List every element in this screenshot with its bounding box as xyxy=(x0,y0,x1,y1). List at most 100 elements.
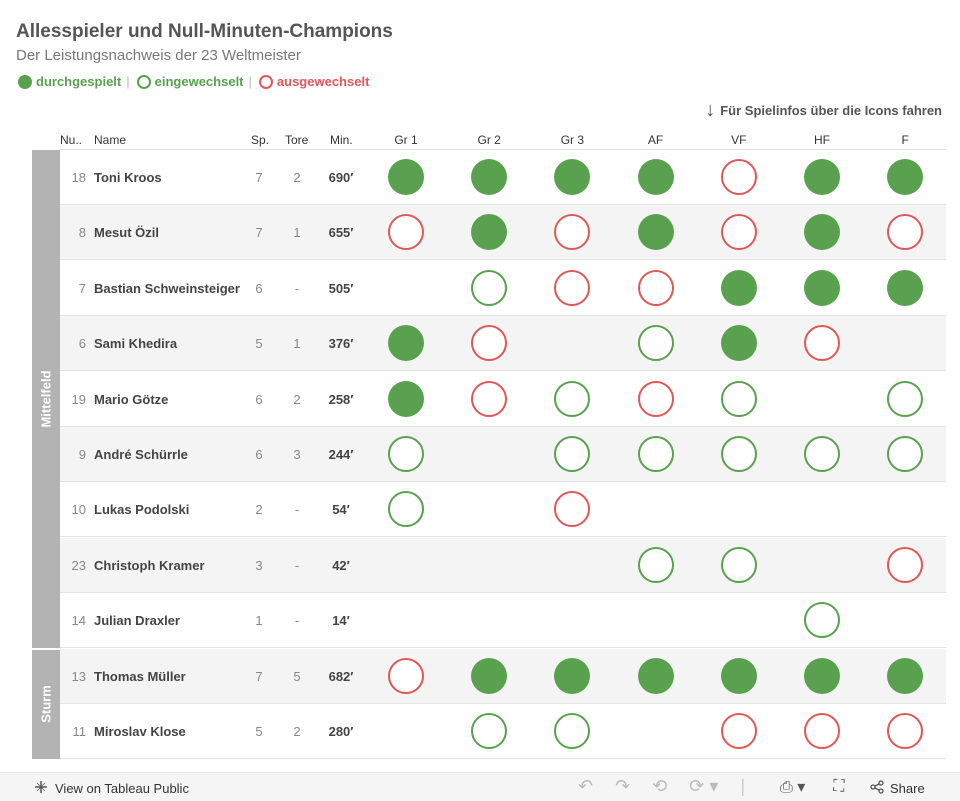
view-on-tableau-link[interactable]: View on Tableau Public xyxy=(34,780,189,797)
share-button[interactable]: Share xyxy=(870,780,925,797)
match-status-sub-in-icon[interactable] xyxy=(554,436,591,472)
player-goals: - xyxy=(294,502,300,518)
player-games: 7 xyxy=(255,225,263,241)
redo-icon[interactable]: ↷ xyxy=(615,776,631,796)
match-status-full-icon[interactable] xyxy=(554,159,591,195)
match-status-full-icon[interactable] xyxy=(720,269,757,306)
match-status-sub-out-icon[interactable] xyxy=(388,657,424,694)
match-status-sub-out-icon[interactable] xyxy=(388,214,424,251)
match-status-sub-in-icon[interactable] xyxy=(637,325,674,362)
match-status-sub-out-icon[interactable] xyxy=(471,325,508,362)
legend: durchgespielt | eingewechselt | ausgewec… xyxy=(16,74,369,89)
match-status-sub-in-icon[interactable] xyxy=(887,380,924,417)
match-status-full-icon[interactable] xyxy=(804,269,840,306)
match-status-sub-out-icon[interactable] xyxy=(720,214,757,251)
match-status-sub-out-icon[interactable] xyxy=(887,713,924,749)
match-status-sub-out-icon[interactable] xyxy=(887,546,924,583)
fullscreen-icon[interactable]: ⛶ xyxy=(833,778,845,795)
col-header-name[interactable]: Name xyxy=(94,133,127,147)
match-status-full-icon[interactable] xyxy=(471,657,508,694)
table-row: 14 Julian Draxler 1 - 14′ xyxy=(60,593,946,649)
table-row: 10 Lukas Podolski 2 - 54′ xyxy=(60,482,946,538)
col-header-match[interactable]: Gr 1 xyxy=(394,133,418,147)
match-status-sub-in-icon[interactable] xyxy=(720,546,757,583)
header-divider xyxy=(60,149,946,150)
match-status-sub-out-icon[interactable] xyxy=(554,491,591,528)
match-status-full-icon[interactable] xyxy=(388,325,424,362)
match-status-full-icon[interactable] xyxy=(637,657,674,694)
match-status-sub-out-icon[interactable] xyxy=(471,380,508,417)
match-status-sub-in-icon[interactable] xyxy=(554,380,591,417)
match-status-sub-out-icon[interactable] xyxy=(720,159,757,195)
match-status-full-icon[interactable] xyxy=(887,269,924,306)
match-status-full-icon[interactable] xyxy=(887,657,924,694)
player-goals: - xyxy=(294,557,300,573)
player-goals: 3 xyxy=(293,447,301,462)
toolbar-actions: ↶ ↷ ⟲ ⟳ ▾ | xyxy=(578,776,767,797)
player-name: Toni Kroos xyxy=(94,170,162,185)
match-status-sub-in-icon[interactable] xyxy=(637,436,674,472)
match-status-sub-out-icon[interactable] xyxy=(804,325,840,362)
position-group-label: Mittelfeld xyxy=(38,370,54,428)
col-header-min[interactable]: Min. xyxy=(330,133,353,147)
match-status-sub-out-icon[interactable] xyxy=(554,269,591,306)
match-status-sub-in-icon[interactable] xyxy=(720,436,757,472)
player-number: 8 xyxy=(78,225,86,241)
player-games: 6 xyxy=(255,391,263,407)
col-header-match[interactable]: VF xyxy=(731,133,747,147)
match-status-sub-in-icon[interactable] xyxy=(720,380,757,417)
download-icon[interactable]: ⎙ ▾ xyxy=(780,779,806,796)
match-status-sub-out-icon[interactable] xyxy=(720,713,757,749)
player-minutes: 505′ xyxy=(328,280,354,296)
match-status-sub-in-icon[interactable] xyxy=(804,436,840,472)
col-header-match[interactable]: Gr 3 xyxy=(560,133,585,147)
match-status-full-icon[interactable] xyxy=(554,657,591,694)
match-status-sub-in-icon[interactable] xyxy=(471,713,508,749)
player-name: Bastian Schweinsteiger xyxy=(94,280,240,296)
match-status-sub-out-icon[interactable] xyxy=(804,713,840,749)
match-status-full-icon[interactable] xyxy=(637,214,674,251)
match-status-full-icon[interactable] xyxy=(471,159,508,195)
match-status-full-icon[interactable] xyxy=(720,325,757,362)
match-status-sub-in-icon[interactable] xyxy=(887,436,924,472)
col-header-num[interactable]: Nu.. xyxy=(60,133,83,147)
match-status-sub-in-icon[interactable] xyxy=(388,491,424,528)
col-header-sp[interactable]: Sp. xyxy=(251,133,270,147)
col-header-match[interactable]: Gr 2 xyxy=(477,133,501,147)
player-goals: 2 xyxy=(293,391,301,407)
match-status-full-icon[interactable] xyxy=(637,159,674,195)
col-header-match[interactable]: HF xyxy=(814,133,830,147)
col-header-match[interactable]: F xyxy=(901,133,909,147)
refresh-icon[interactable]: ⟳ ▾ xyxy=(689,776,719,796)
player-games: 5 xyxy=(255,724,263,739)
chart-subtitle: Der Leistungsnachweis der 23 Weltmeister xyxy=(16,47,301,64)
match-status-full-icon[interactable] xyxy=(388,380,424,417)
tableau-toolbar: View on Tableau Public ↶ ↷ ⟲ ⟳ ▾ | ⎙ ▾ ⛶… xyxy=(0,772,960,801)
revert-icon[interactable]: ⟲ xyxy=(652,776,668,796)
player-name: Miroslav Klose xyxy=(94,724,186,739)
match-status-sub-out-icon[interactable] xyxy=(887,214,924,251)
match-status-sub-out-icon[interactable] xyxy=(637,269,674,306)
match-status-sub-in-icon[interactable] xyxy=(554,713,591,749)
match-status-full-icon[interactable] xyxy=(471,214,508,251)
match-status-sub-in-icon[interactable] xyxy=(388,436,424,472)
player-number: 7 xyxy=(78,280,86,296)
match-status-full-icon[interactable] xyxy=(720,657,757,694)
player-minutes: 682′ xyxy=(328,668,354,684)
match-status-full-icon[interactable] xyxy=(388,159,424,195)
legend-full-label: durchgespielt xyxy=(36,74,122,89)
player-goals: 2 xyxy=(293,170,301,185)
match-status-full-icon[interactable] xyxy=(804,657,840,694)
match-status-sub-out-icon[interactable] xyxy=(554,214,591,251)
match-status-full-icon[interactable] xyxy=(804,214,840,251)
col-header-tore[interactable]: Tore xyxy=(285,133,309,147)
col-header-match[interactable]: AF xyxy=(647,133,664,147)
match-status-sub-in-icon[interactable] xyxy=(804,602,840,639)
match-status-sub-out-icon[interactable] xyxy=(637,380,674,417)
match-status-sub-in-icon[interactable] xyxy=(471,269,508,306)
undo-icon[interactable]: ↶ xyxy=(578,776,594,796)
legend-sub-in-icon xyxy=(136,74,151,89)
match-status-full-icon[interactable] xyxy=(887,159,924,195)
match-status-sub-in-icon[interactable] xyxy=(637,546,674,583)
match-status-full-icon[interactable] xyxy=(804,159,840,195)
